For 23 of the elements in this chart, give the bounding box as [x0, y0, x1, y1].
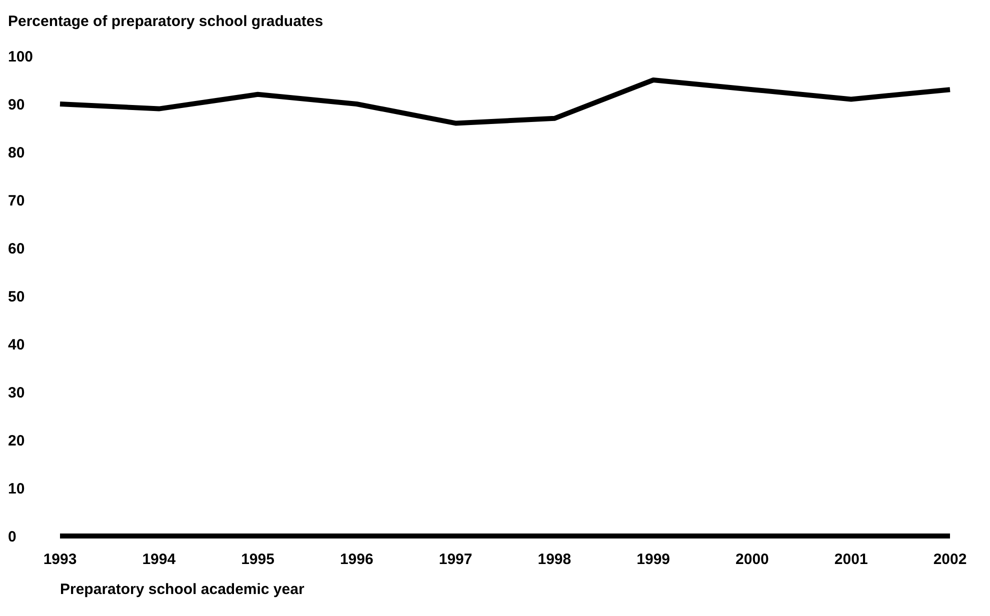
x-tick-label: 2001	[834, 551, 868, 568]
y-tick-label: 90	[8, 96, 25, 114]
y-tick-label: 20	[8, 432, 25, 450]
y-tick-label: 40	[8, 336, 25, 354]
x-tick-label: 1994	[142, 551, 176, 568]
y-tick-label: 0	[8, 528, 16, 546]
y-tick-label: 50	[8, 288, 25, 306]
x-tick-label: 1998	[538, 551, 572, 568]
x-tick-label: 1997	[438, 551, 472, 568]
y-axis-title: Percentage of preparatory school graduates	[8, 13, 324, 30]
x-tick-label: 1995	[241, 551, 274, 568]
x-tick-label: 2002	[933, 551, 967, 568]
x-tick-label: 2000	[736, 551, 769, 568]
x-tick-label: 1999	[636, 551, 670, 568]
y-tick-label: 60	[8, 240, 25, 258]
x-axis-title: Preparatory school academic year	[60, 581, 304, 598]
x-tick-label: 1993	[43, 551, 77, 568]
y-tick-label: 30	[8, 384, 25, 402]
y-tick-label: 100	[8, 48, 34, 66]
x-tick-label: 1996	[340, 551, 374, 568]
y-tick-label: 70	[8, 192, 25, 210]
y-tick-label: 80	[8, 144, 25, 162]
y-tick-label: 10	[8, 480, 25, 498]
